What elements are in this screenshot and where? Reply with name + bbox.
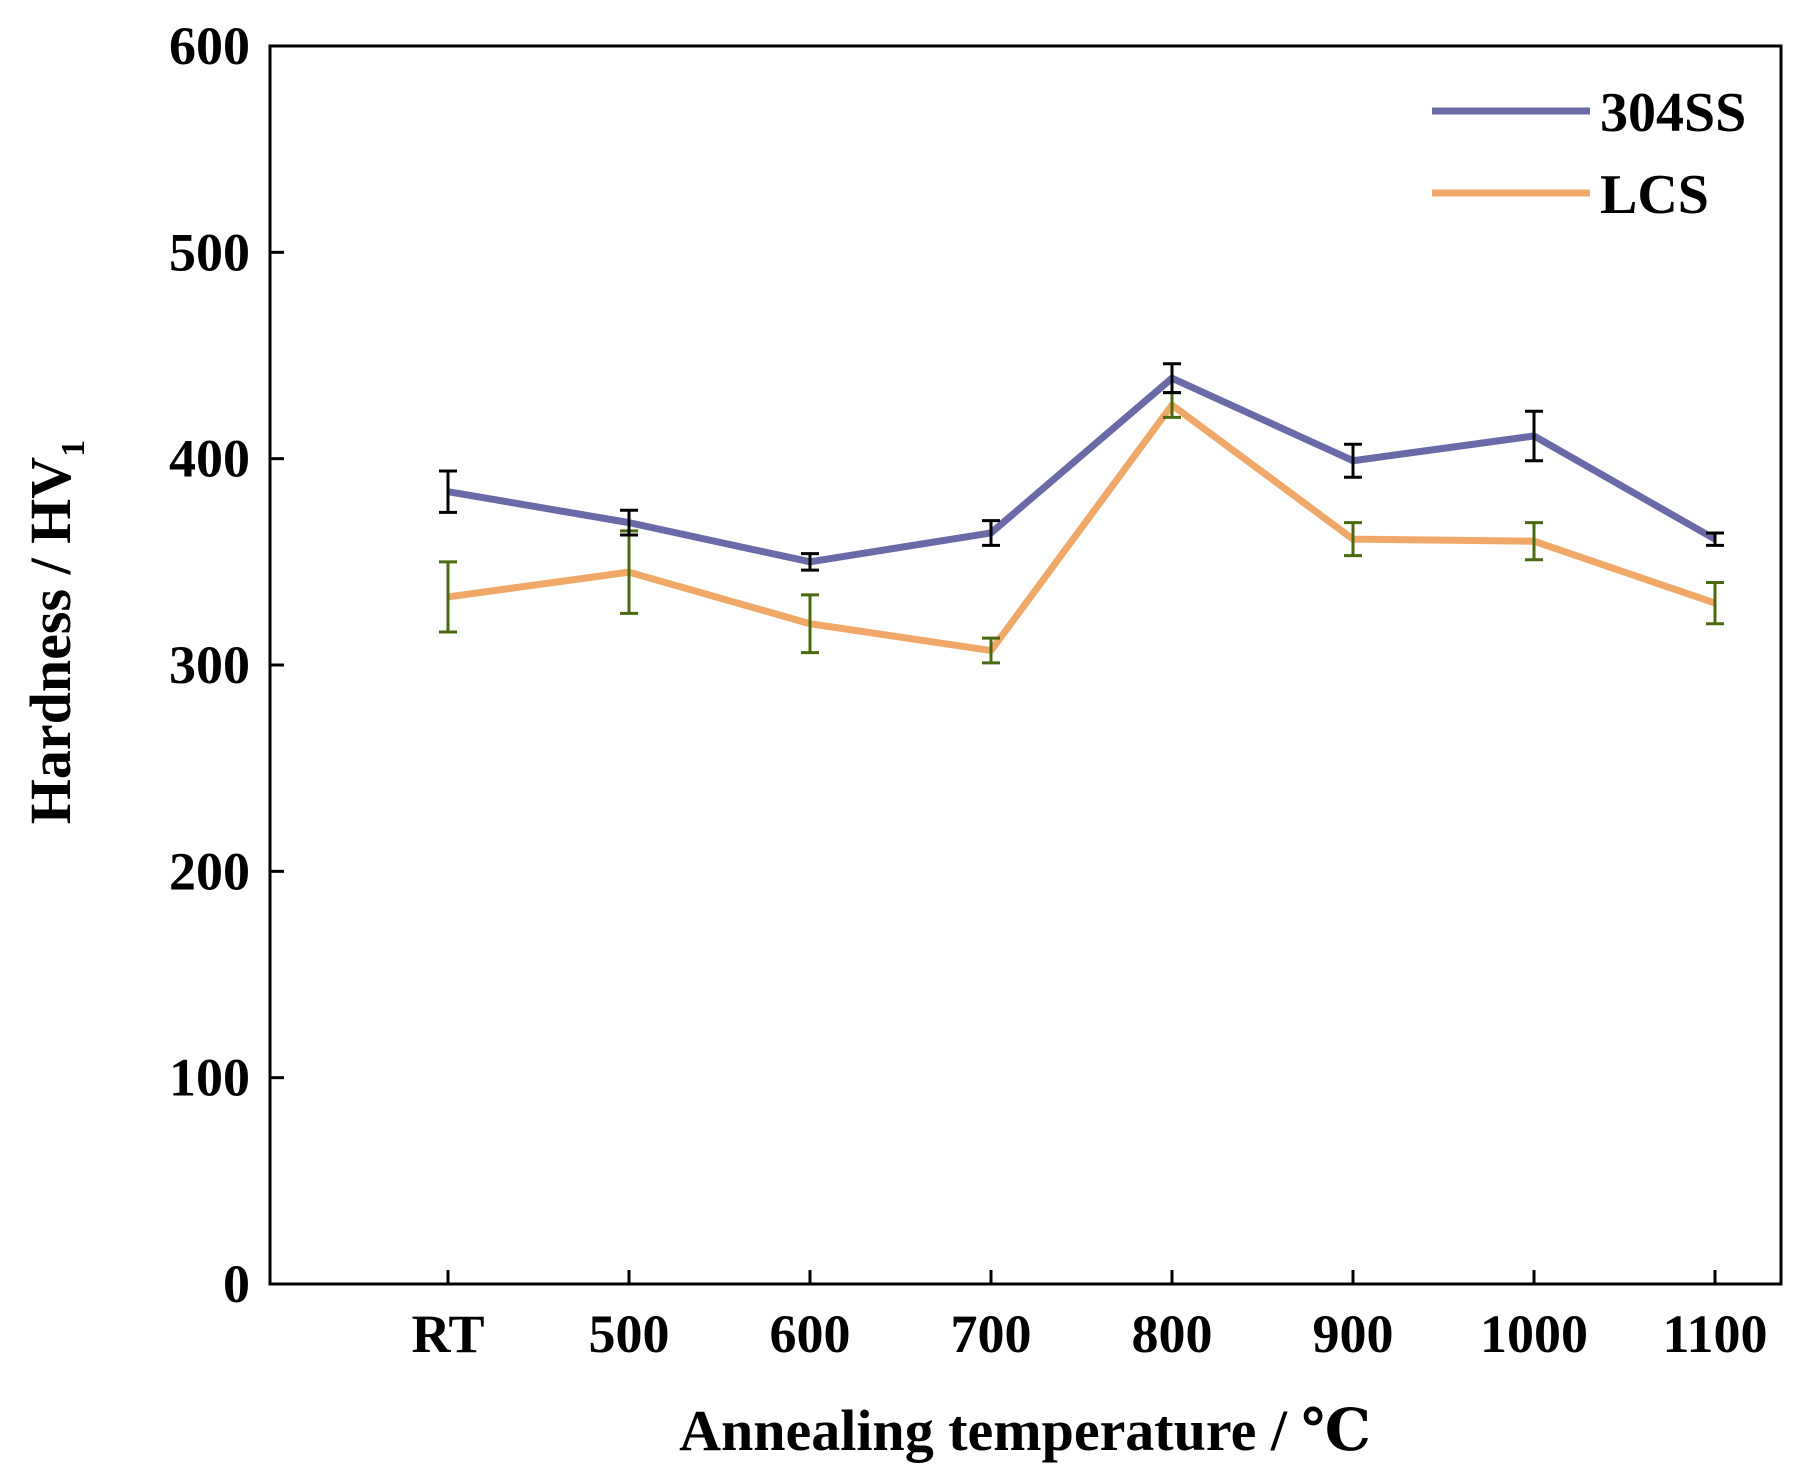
error-bar-304ss-500 bbox=[620, 508, 638, 537]
y-axis-title-main: Hardness / HV bbox=[18, 457, 83, 824]
y-tick-label-0: 0 bbox=[223, 1254, 250, 1314]
y-tick-label-500: 500 bbox=[169, 222, 250, 282]
error-bar-lcs-1000 bbox=[1525, 521, 1543, 562]
x-tick-label-RT: RT bbox=[411, 1304, 484, 1364]
error-bar-304ss-900 bbox=[1344, 442, 1362, 479]
x-axis-title: Annealing temperature / ℃ bbox=[679, 1398, 1371, 1463]
y-axis-title: Hardness / HV1 bbox=[18, 440, 92, 824]
error-bar-lcs-600 bbox=[801, 593, 819, 655]
error-bar-304ss-700 bbox=[982, 519, 1000, 547]
x-tick-label-1100: 1100 bbox=[1662, 1304, 1767, 1364]
error-bar-lcs-700 bbox=[982, 636, 1000, 665]
x-tick-label-1000: 1000 bbox=[1480, 1304, 1588, 1364]
plot-frame bbox=[268, 44, 1783, 1286]
legend-label-lcs: LCS bbox=[1600, 164, 1709, 226]
x-tick-label-600: 600 bbox=[770, 1304, 851, 1364]
y-tick-label-600: 600 bbox=[169, 16, 250, 76]
y-tick-label-200: 200 bbox=[169, 841, 250, 901]
x-axis: RT 500 600 700 800 900 1000 1100 bbox=[411, 1270, 1768, 1364]
error-bar-304ss-1000 bbox=[1525, 409, 1543, 463]
x-tick-label-500: 500 bbox=[589, 1304, 670, 1364]
error-bar-304ss-1100 bbox=[1706, 531, 1724, 547]
legend-label-304ss: 304SS bbox=[1600, 82, 1746, 144]
y-tick-label-400: 400 bbox=[169, 429, 250, 489]
error-bar-304ss-RT bbox=[439, 469, 457, 514]
error-bar-304ss-600 bbox=[801, 552, 819, 572]
error-bar-304ss-800 bbox=[1163, 362, 1181, 395]
x-tick-label-700: 700 bbox=[951, 1304, 1032, 1364]
y-axis-title-subscript: 1 bbox=[55, 440, 92, 457]
error-bar-lcs-900 bbox=[1344, 521, 1362, 558]
series-line-lcs bbox=[447, 401, 1717, 655]
legend: 304SS LCS bbox=[1432, 82, 1746, 226]
series-layer bbox=[439, 362, 1724, 665]
error-bar-lcs-1100 bbox=[1706, 580, 1724, 626]
x-tick-label-800: 800 bbox=[1132, 1304, 1213, 1364]
y-tick-label-100: 100 bbox=[169, 1048, 250, 1108]
series-line-304ss bbox=[447, 374, 1717, 566]
error-bar-lcs-RT bbox=[439, 560, 457, 634]
x-tick-label-900: 900 bbox=[1313, 1304, 1394, 1364]
y-axis: 0 100 200 300 400 500 600 bbox=[169, 16, 284, 1314]
y-tick-label-300: 300 bbox=[169, 635, 250, 695]
